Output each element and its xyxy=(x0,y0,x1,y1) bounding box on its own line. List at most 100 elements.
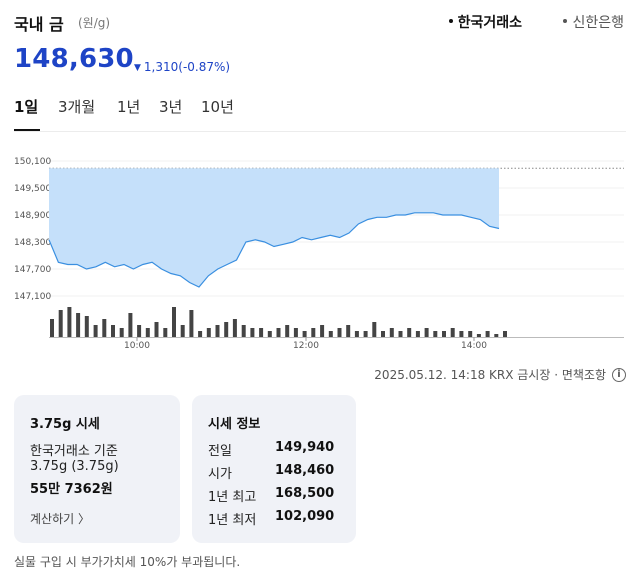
tab-3y[interactable]: 3년 xyxy=(159,98,183,116)
active-tab-indicator xyxy=(14,129,40,131)
tab-1y[interactable]: 1년 xyxy=(117,98,141,116)
divider xyxy=(14,131,626,132)
volume-bar xyxy=(276,328,281,337)
calculate-link[interactable]: 계산하기 〉 xyxy=(30,512,90,526)
source-label: 신한은행 xyxy=(572,15,624,31)
y-tick-label: 148,900 xyxy=(14,211,51,221)
volume-bar xyxy=(485,331,490,337)
volume-bar xyxy=(424,328,429,337)
volume-bar xyxy=(50,319,54,337)
info-value: 149,940 xyxy=(275,440,335,455)
volume-bar xyxy=(58,310,63,337)
volume-bar xyxy=(224,322,229,337)
volume-bar xyxy=(102,319,107,337)
volume-bar xyxy=(180,325,185,337)
volume-bar xyxy=(67,307,72,337)
x-tick-label: 12:00 xyxy=(293,341,319,351)
info-label: 1년 최고 xyxy=(208,490,257,505)
market-price-card: 3.75g 시세 한국거래소 기준 3.75g (3.75g) 55만 7362… xyxy=(14,395,180,543)
volume-bar xyxy=(111,325,115,337)
price-change: ▼ 1,310(-0.87%) xyxy=(134,60,230,74)
x-tick-label: 10:00 xyxy=(124,341,150,351)
volume-bar xyxy=(259,328,264,337)
info-icon[interactable]: i xyxy=(612,367,626,382)
source-tab-krx[interactable]: 한국거래소 xyxy=(448,12,522,32)
volume-bar xyxy=(267,331,272,337)
volume-bar xyxy=(459,331,464,337)
volume-bar xyxy=(285,325,290,337)
timestamp-row: 2025.05.12. 14:18 KRX 금시장 · 면책조항 i xyxy=(374,366,626,383)
volume-bar xyxy=(198,331,203,337)
unit-label: (원/g) xyxy=(78,16,111,30)
y-tick-label: 150,100 xyxy=(14,157,51,167)
volume-bar xyxy=(363,331,368,337)
volume-bar xyxy=(415,331,420,337)
info-value: 148,460 xyxy=(275,463,335,478)
volume-bar xyxy=(346,325,351,337)
vat-notice: 실물 구입 시 부가가치세 10%가 부과됩니다. xyxy=(14,555,241,569)
volume-bar xyxy=(468,331,473,337)
period-tabs: 1일 3개월 1년 3년 10년 xyxy=(14,96,626,132)
card-title: 시세 정보 xyxy=(208,417,261,432)
card-weight: 3.75g (3.75g) xyxy=(30,459,119,474)
tab-10y[interactable]: 10년 xyxy=(201,98,234,116)
volume-bar xyxy=(450,328,455,337)
info-label: 전일 xyxy=(208,444,232,459)
y-tick-label: 149,500 xyxy=(14,184,51,194)
volume-bar xyxy=(154,322,159,337)
volume-bar xyxy=(145,328,150,337)
card-basis: 한국거래소 기준 xyxy=(30,444,118,459)
volume-bar xyxy=(241,325,246,337)
volume-bar xyxy=(189,310,194,337)
volume-bar xyxy=(381,331,385,337)
current-price: 148,630 xyxy=(14,44,134,74)
volume-bar xyxy=(372,322,377,337)
volume-bar xyxy=(137,325,142,337)
volume-bar xyxy=(128,313,133,337)
down-arrow-icon: ▼ xyxy=(134,63,141,73)
volume-bar xyxy=(93,325,98,337)
info-label: 시가 xyxy=(208,467,232,482)
volume-bar xyxy=(84,316,89,337)
volume-bar xyxy=(215,325,220,337)
volume-bar xyxy=(163,328,168,337)
y-tick-label: 147,100 xyxy=(14,292,51,302)
volume-bar xyxy=(119,328,124,337)
price-chart[interactable]: 150,100 149,500 148,900 148,300 147,700 147,1… xyxy=(0,148,640,358)
volume-bar xyxy=(320,325,325,337)
volume-bar xyxy=(328,331,333,337)
volume-bar xyxy=(302,331,307,337)
y-tick-label: 147,700 xyxy=(14,265,51,275)
bullet-icon xyxy=(563,19,568,23)
volume-bar xyxy=(311,328,316,337)
change-amount: 1,310 xyxy=(143,60,179,74)
volume-bar xyxy=(398,331,403,337)
price-area xyxy=(49,168,499,287)
volume-bar xyxy=(503,331,507,337)
volume-bar xyxy=(354,331,359,337)
info-label: 1년 최저 xyxy=(208,513,257,528)
volume-bar xyxy=(206,328,211,337)
volume-bar xyxy=(389,328,394,337)
info-value: 168,500 xyxy=(275,486,335,501)
price-line xyxy=(48,212,500,288)
volume-bar xyxy=(442,331,446,337)
volume-bar xyxy=(76,313,81,337)
volume-bar xyxy=(433,331,438,337)
volume-bar xyxy=(476,334,481,337)
tab-1d[interactable]: 1일 xyxy=(14,98,39,116)
source-label: 한국거래소 xyxy=(457,15,522,31)
volume-bar xyxy=(337,328,342,337)
volume-bar xyxy=(494,334,499,337)
y-tick-label: 148,300 xyxy=(14,238,51,248)
change-percent: (-0.87%) xyxy=(178,60,231,74)
volume-bar xyxy=(172,307,176,337)
tab-3m[interactable]: 3개월 xyxy=(58,98,96,116)
page-title: 국내 금 xyxy=(14,15,64,34)
source-tab-shinhan[interactable]: 신한은행 xyxy=(563,12,624,32)
header: 국내 금 (원/g) 한국거래소 신한은행 xyxy=(14,10,626,34)
info-value: 102,090 xyxy=(275,509,335,524)
card-price: 55만 7362원 xyxy=(30,482,113,497)
card-title: 3.75g 시세 xyxy=(30,417,100,432)
volume-bar xyxy=(293,328,298,337)
